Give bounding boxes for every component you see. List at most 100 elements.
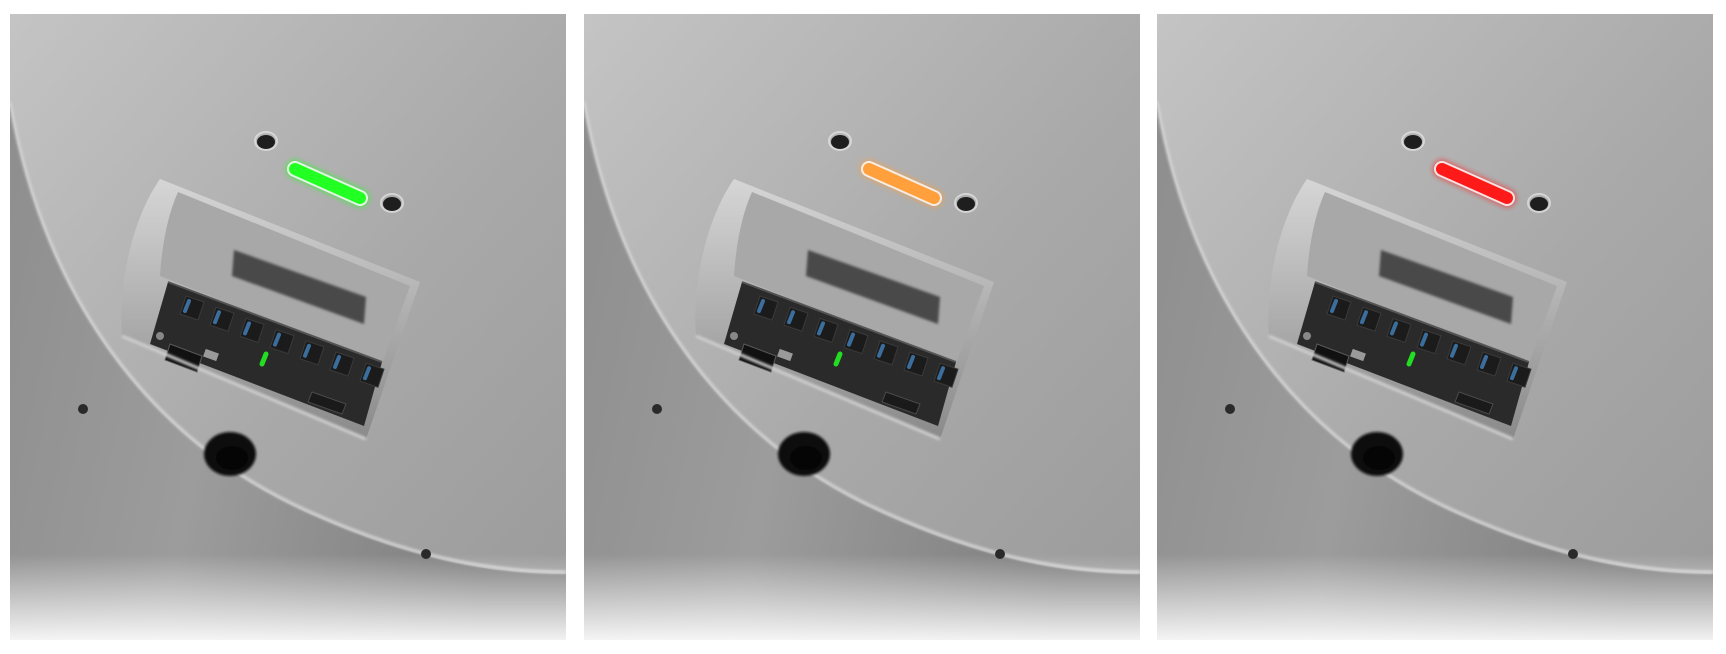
floor-fade bbox=[10, 554, 566, 640]
usb-port-tongue bbox=[847, 332, 855, 347]
usb-port-tongue bbox=[937, 366, 945, 381]
screw-hole-rim bbox=[828, 131, 852, 151]
usb-port-tongue bbox=[243, 321, 251, 336]
screw-hole-rim bbox=[1401, 131, 1425, 151]
usb-port bbox=[843, 328, 869, 355]
status-led-bar bbox=[1436, 163, 1513, 204]
cylinder-side-wall bbox=[10, 104, 566, 640]
screw-hole-rim bbox=[954, 193, 978, 213]
status-led-bar bbox=[863, 163, 940, 204]
side-screw bbox=[652, 404, 662, 414]
usb-port-tongue bbox=[363, 366, 371, 381]
port-panel-edge bbox=[741, 281, 957, 363]
side-round-hole-inner bbox=[1363, 446, 1395, 470]
side-round-hole-inner bbox=[216, 446, 248, 470]
usb-port bbox=[1326, 295, 1352, 321]
side-round-hole-inner bbox=[790, 446, 822, 470]
usb-port-tongue bbox=[1420, 332, 1428, 347]
usb-port bbox=[239, 317, 265, 344]
port-indicator-led bbox=[259, 351, 269, 367]
device-render bbox=[10, 14, 566, 640]
side-screw bbox=[995, 549, 1005, 559]
device-panel-orange-led bbox=[584, 14, 1140, 640]
usb-port-tongue bbox=[1330, 299, 1338, 313]
usb-port-tongue bbox=[333, 355, 341, 369]
usb-port-tongue bbox=[1480, 355, 1488, 369]
port-panel-edge bbox=[167, 281, 383, 363]
device-render bbox=[1157, 14, 1713, 640]
usb-port bbox=[783, 306, 809, 332]
port-connector bbox=[777, 348, 793, 362]
recess-lip bbox=[121, 334, 367, 441]
port-connector bbox=[203, 348, 219, 362]
label-plate bbox=[806, 250, 940, 324]
screw-hole-rim bbox=[1527, 193, 1551, 213]
label-plate bbox=[232, 250, 366, 324]
usb-port bbox=[179, 295, 205, 321]
usb-port bbox=[329, 351, 355, 377]
usb-port bbox=[1416, 328, 1442, 355]
usb-port-tongue bbox=[213, 310, 221, 325]
usb-port bbox=[299, 340, 325, 366]
screw-hole bbox=[831, 135, 849, 149]
usb-port bbox=[1476, 351, 1502, 377]
usb-port bbox=[1506, 362, 1532, 388]
hdmi-port bbox=[307, 391, 347, 415]
screw-hole bbox=[1404, 135, 1422, 149]
screw-hole bbox=[1530, 197, 1548, 211]
screw-hole-rim bbox=[254, 131, 278, 151]
port-indicator-led bbox=[1406, 351, 1416, 367]
panel-screw bbox=[730, 332, 738, 340]
recess-lip bbox=[695, 334, 941, 441]
usb-port bbox=[359, 362, 385, 388]
cylinder-side-wall bbox=[584, 104, 1140, 640]
usb-port bbox=[1356, 306, 1382, 332]
hdmi-port bbox=[881, 391, 921, 415]
side-screw bbox=[421, 549, 431, 559]
usb-port bbox=[269, 328, 295, 355]
label-plate bbox=[1379, 250, 1513, 324]
usb-port-tongue bbox=[787, 310, 795, 325]
usb-port-tongue bbox=[757, 299, 765, 313]
panel-screw bbox=[156, 332, 164, 340]
screw-hole bbox=[957, 197, 975, 211]
recess-lip bbox=[1268, 334, 1514, 441]
usb-port bbox=[813, 317, 839, 344]
usb-port-tongue bbox=[877, 343, 885, 358]
usb-port-tongue bbox=[907, 355, 915, 369]
side-screw bbox=[1568, 549, 1578, 559]
usb-port-tongue bbox=[1450, 343, 1458, 358]
usb-port-tongue bbox=[817, 321, 825, 336]
port-panel-edge bbox=[1314, 281, 1530, 363]
usb-port bbox=[933, 362, 959, 388]
side-screw bbox=[78, 404, 88, 414]
usb-port-tongue bbox=[183, 299, 191, 313]
port-indicator-led bbox=[833, 351, 843, 367]
floor-fade bbox=[1157, 554, 1713, 640]
usb-port bbox=[1446, 340, 1472, 366]
screw-hole-rim bbox=[380, 193, 404, 213]
device-panel-green-led bbox=[10, 14, 566, 640]
usb-port bbox=[209, 306, 235, 332]
device-render bbox=[584, 14, 1140, 640]
usb-port-tongue bbox=[273, 332, 281, 347]
screw-hole bbox=[383, 197, 401, 211]
usb-port bbox=[1386, 317, 1412, 344]
side-screw bbox=[1225, 404, 1235, 414]
status-led-bar bbox=[289, 163, 366, 204]
usb-port bbox=[753, 295, 779, 321]
usb-port-tongue bbox=[1510, 366, 1518, 381]
usb-port bbox=[873, 340, 899, 366]
hdmi-port bbox=[1454, 391, 1494, 415]
usb-port-tongue bbox=[1360, 310, 1368, 325]
cylinder-side-wall bbox=[1157, 104, 1713, 640]
device-panel-red-led bbox=[1157, 14, 1713, 640]
floor-fade bbox=[584, 554, 1140, 640]
usb-port bbox=[903, 351, 929, 377]
usb-port-tongue bbox=[1390, 321, 1398, 336]
port-connector bbox=[1350, 348, 1366, 362]
panel-screw bbox=[1303, 332, 1311, 340]
screw-hole bbox=[257, 135, 275, 149]
usb-port-tongue bbox=[303, 343, 311, 358]
